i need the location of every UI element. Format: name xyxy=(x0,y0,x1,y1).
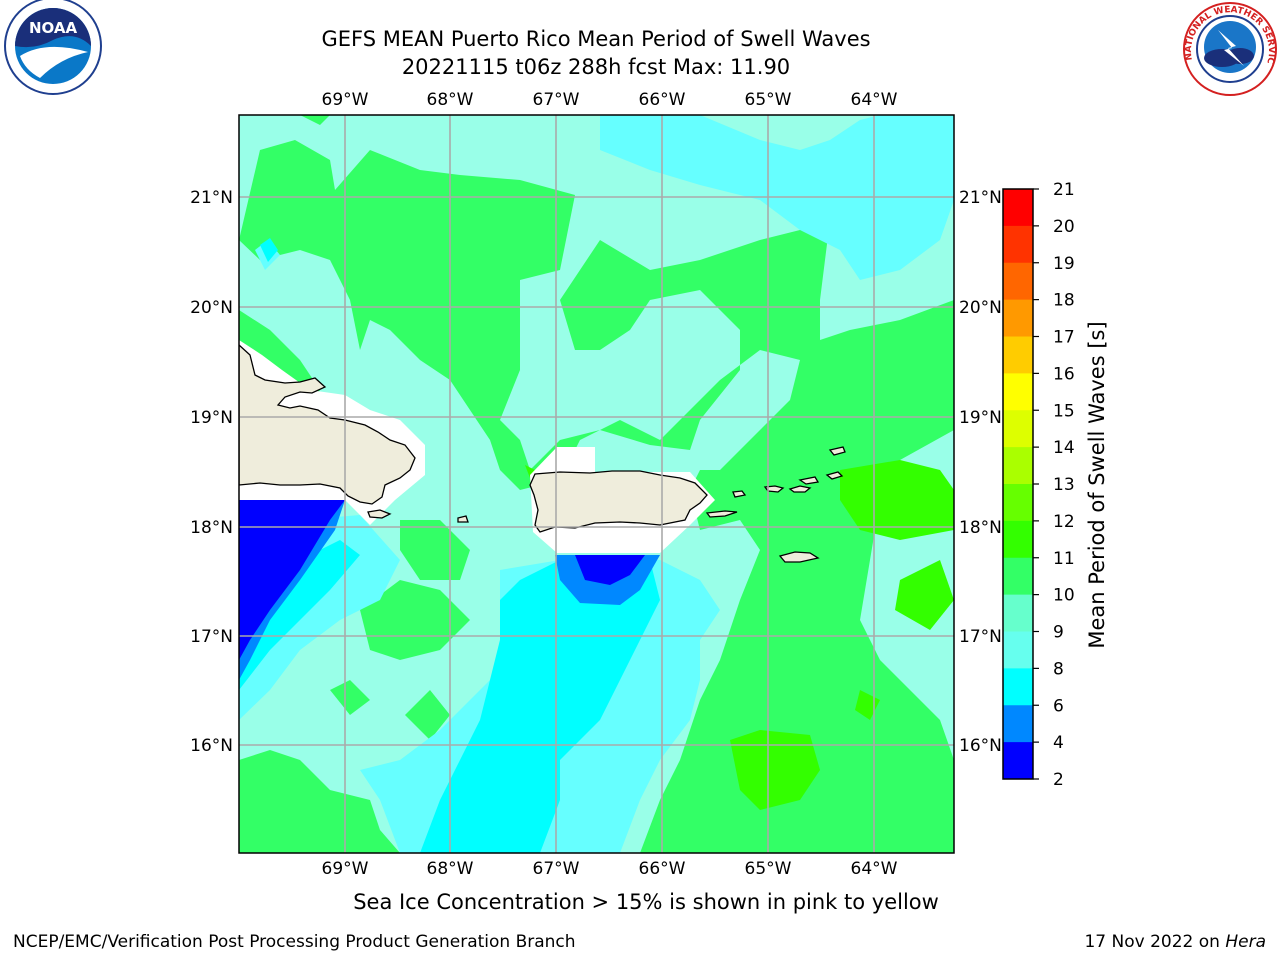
colorbar-band xyxy=(1003,336,1033,374)
lat-label: 17°N xyxy=(959,627,1002,647)
band-11-12 xyxy=(525,460,954,810)
colorbar-tick-label: 11 xyxy=(1053,549,1075,569)
lat-label: 19°N xyxy=(190,408,233,428)
island-saona xyxy=(367,509,392,519)
colorbar-band xyxy=(1003,299,1033,337)
lon-label: 69°W xyxy=(322,859,369,879)
lat-label: 16°N xyxy=(959,736,1002,756)
island-culebra xyxy=(732,490,747,498)
lon-label: 68°W xyxy=(427,90,474,110)
footer-date: 17 Nov 2022 on Hera xyxy=(1084,932,1266,952)
map-title: GEFS MEAN Puerto Rico Mean Period of Swe… xyxy=(321,27,871,51)
lat-labels-right: 21°N 20°N 19°N 18°N 17°N 16°N xyxy=(959,188,1002,756)
colorbar-band xyxy=(1003,520,1033,559)
lon-label: 64°W xyxy=(851,859,898,879)
colorbar-tick-label: 17 xyxy=(1053,328,1075,348)
colorbar-tick-label: 9 xyxy=(1053,623,1064,643)
footer-credit: NCEP/EMC/Verification Post Processing Pr… xyxy=(13,932,576,952)
lat-label: 16°N xyxy=(190,736,233,756)
colorbar-band xyxy=(1003,373,1033,411)
lat-label: 21°N xyxy=(959,188,1002,208)
lon-label: 65°W xyxy=(745,90,792,110)
lat-label: 21°N xyxy=(190,188,233,208)
colorbar-tick-label: 21 xyxy=(1053,180,1075,200)
island-vieques xyxy=(705,510,738,518)
colorbar-band xyxy=(1003,594,1033,632)
lon-label: 64°W xyxy=(851,90,898,110)
colorbar-tick-label: 19 xyxy=(1053,254,1075,274)
lon-label: 69°W xyxy=(322,90,369,110)
island-tortola xyxy=(798,476,820,485)
lat-label: 19°N xyxy=(959,408,1002,428)
colorbar-ticks: 21 20 19 18 17 16 15 14 13 12 11 10 9 8 6 4 2 xyxy=(1033,180,1075,790)
swell-period-field xyxy=(239,115,954,853)
colorbar-tick-label: 8 xyxy=(1053,659,1064,679)
footer-host: Hera xyxy=(1225,932,1266,952)
colorbar-band xyxy=(1003,262,1033,301)
colorbar-tick-label: 14 xyxy=(1053,438,1075,458)
lat-label: 17°N xyxy=(190,627,233,647)
colorbar-tick-label: 12 xyxy=(1053,512,1075,532)
noaa-logo: NOAA xyxy=(4,0,102,95)
nws-logo: NATIONAL WEATHER SERVICE xyxy=(1178,0,1277,96)
colorbar-tick-label: 16 xyxy=(1053,364,1075,384)
svg-text:NOAA: NOAA xyxy=(29,19,78,37)
lat-label: 18°N xyxy=(190,518,233,538)
island-st-croix xyxy=(778,551,820,563)
colorbar-band xyxy=(1003,705,1033,743)
colorbar-band xyxy=(1003,668,1033,706)
lon-label: 66°W xyxy=(639,859,686,879)
colorbar-tick-label: 20 xyxy=(1053,217,1075,237)
lon-label: 65°W xyxy=(745,859,792,879)
colorbar xyxy=(1003,189,1033,780)
colorbar-tick-label: 10 xyxy=(1053,586,1075,606)
island-mona xyxy=(457,515,469,523)
lon-labels-bottom: 69°W 68°W 67°W 66°W 65°W 64°W xyxy=(322,859,898,879)
island-st-john xyxy=(788,485,812,493)
colorbar-band xyxy=(1003,631,1033,669)
hispaniola xyxy=(239,344,416,505)
band-6-8 xyxy=(239,238,660,853)
colorbar-tick-label: 4 xyxy=(1053,733,1064,753)
band-10-11 xyxy=(239,115,954,853)
colorbar-tick-label: 18 xyxy=(1053,291,1075,311)
colorbar-tick-label: 15 xyxy=(1053,401,1075,421)
map-frame xyxy=(238,114,955,854)
colorbar-band xyxy=(1003,742,1033,780)
lat-label: 18°N xyxy=(959,518,1002,538)
lon-labels-top: 69°W 68°W 67°W 66°W 65°W 64°W xyxy=(322,90,898,110)
band-2-4 xyxy=(239,500,645,660)
colorbar-band xyxy=(1003,189,1033,227)
lat-label: 20°N xyxy=(959,298,1002,318)
island-virgin-gorda xyxy=(825,471,844,480)
colorbar-tick-label: 13 xyxy=(1053,475,1075,495)
lon-label: 67°W xyxy=(533,859,580,879)
colorbar-band xyxy=(1003,484,1033,522)
colorbar-band xyxy=(1003,557,1033,596)
graticule xyxy=(239,115,954,853)
lon-label: 66°W xyxy=(639,90,686,110)
colorbar-band xyxy=(1003,225,1033,264)
colorbar-tick-label: 6 xyxy=(1053,696,1064,716)
lon-label: 68°W xyxy=(427,859,474,879)
colorbar-tick-label: 2 xyxy=(1053,770,1064,790)
colorbar-band xyxy=(1003,447,1033,485)
map-subtitle: 20221115 t06z 288h fcst Max: 11.90 xyxy=(401,55,791,79)
lon-label: 67°W xyxy=(533,90,580,110)
lat-labels-left: 21°N 20°N 19°N 18°N 17°N 16°N xyxy=(190,188,233,756)
lat-label: 20°N xyxy=(190,298,233,318)
sea-ice-caption: Sea Ice Concentration > 15% is shown in … xyxy=(353,890,939,914)
island-anegada xyxy=(828,446,846,456)
colorbar-band xyxy=(1003,410,1033,448)
